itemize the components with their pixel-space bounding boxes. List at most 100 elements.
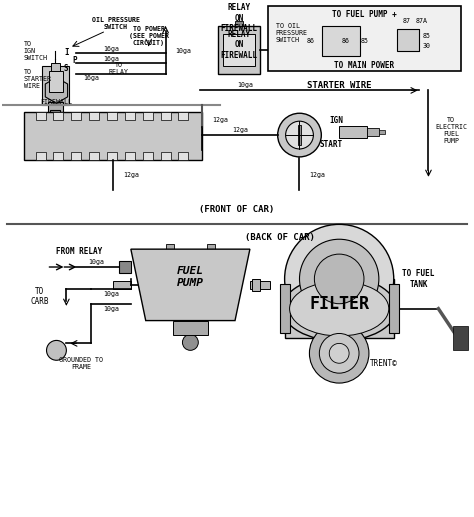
Circle shape (144, 132, 152, 140)
Bar (113, 281, 131, 289)
Text: FROM RELAY: FROM RELAY (56, 247, 103, 255)
Circle shape (126, 132, 134, 140)
Circle shape (162, 132, 170, 140)
Bar (268, 6, 461, 71)
Text: 10ga: 10ga (103, 291, 119, 297)
Text: 12ga: 12ga (123, 172, 139, 178)
Circle shape (310, 324, 369, 383)
Text: FILTER: FILTER (309, 295, 369, 313)
Text: (BACK OF CAR): (BACK OF CAR) (245, 233, 315, 242)
Bar (89, 112, 99, 120)
Bar (218, 26, 260, 73)
Ellipse shape (282, 277, 396, 341)
Text: 10ga: 10ga (103, 306, 119, 312)
Text: TO FUEL PUMP +: TO FUEL PUMP + (332, 9, 397, 19)
Bar (51, 110, 60, 120)
Text: TO FUEL
TANK: TO FUEL TANK (402, 269, 435, 288)
Text: OIL PRESSURE
SWITCH: OIL PRESSURE SWITCH (92, 18, 140, 31)
Circle shape (73, 132, 80, 140)
Text: (FRONT OF CAR): (FRONT OF CAR) (200, 205, 274, 214)
Text: P: P (72, 56, 77, 65)
Text: 30: 30 (422, 43, 430, 49)
Bar (89, 152, 99, 160)
Bar (397, 29, 419, 51)
Circle shape (319, 333, 359, 373)
Circle shape (278, 113, 321, 157)
Bar (165, 244, 173, 254)
Text: 12ga: 12ga (232, 127, 248, 133)
Bar (119, 261, 131, 273)
Bar (179, 112, 188, 120)
Circle shape (314, 254, 364, 303)
Circle shape (46, 340, 66, 360)
Text: TO POWER
(SEE POWER
CIRCUIT): TO POWER (SEE POWER CIRCUIT) (129, 26, 169, 46)
Bar (24, 112, 202, 160)
Bar (252, 279, 260, 291)
Text: TRENT©: TRENT© (370, 359, 398, 368)
Bar (42, 66, 69, 105)
Text: TO MAIN POWER: TO MAIN POWER (334, 61, 394, 70)
Bar (223, 34, 255, 66)
Bar (379, 130, 385, 134)
Polygon shape (131, 249, 250, 321)
Circle shape (182, 334, 198, 351)
Text: RELAY
ON
FIREWALL: RELAY ON FIREWALL (220, 30, 257, 59)
Bar (107, 112, 117, 120)
Bar (54, 112, 64, 120)
Text: TO
RELAY: TO RELAY (109, 62, 129, 75)
Circle shape (329, 343, 349, 363)
Text: IGN: IGN (329, 116, 343, 125)
Circle shape (286, 121, 313, 149)
Bar (298, 125, 301, 145)
Text: 16ga: 16ga (83, 74, 99, 81)
Bar (52, 63, 60, 71)
Polygon shape (46, 78, 68, 103)
Text: 86: 86 (341, 38, 349, 44)
Text: TO
STARTER
WIRE: TO STARTER WIRE (24, 69, 52, 88)
Text: 87A: 87A (416, 18, 428, 24)
Text: GROUNDED TO
FRAME: GROUNDED TO FRAME (59, 357, 103, 370)
Circle shape (36, 132, 45, 140)
Text: 86: 86 (306, 38, 314, 44)
Bar (143, 152, 153, 160)
Text: S: S (64, 64, 69, 73)
Bar (322, 26, 360, 56)
Circle shape (90, 132, 98, 140)
Text: TO
CARB: TO CARB (30, 287, 49, 307)
Text: FIREWALL: FIREWALL (40, 99, 73, 105)
Text: 12ga: 12ga (212, 117, 228, 123)
Bar (367, 128, 379, 136)
Text: 87: 87 (402, 18, 410, 24)
Text: 85: 85 (422, 33, 430, 39)
Bar (280, 284, 290, 333)
Bar (207, 244, 215, 254)
Text: 10ga: 10ga (88, 259, 104, 265)
Text: 10ga: 10ga (175, 48, 191, 54)
Bar (48, 71, 64, 93)
Bar (389, 284, 399, 333)
Bar (339, 126, 367, 138)
Circle shape (108, 132, 116, 140)
Circle shape (284, 224, 394, 333)
Bar (173, 321, 208, 336)
Text: RELAY
ON
FIREWALL: RELAY ON FIREWALL (220, 3, 257, 33)
Bar (284, 279, 394, 339)
Text: 16ga: 16ga (103, 46, 119, 52)
Text: TO OIL
PRESSURE
SWITCH: TO OIL PRESSURE SWITCH (276, 23, 308, 43)
Text: 10ga: 10ga (237, 83, 253, 88)
Text: 16ga: 16ga (103, 56, 119, 62)
Bar (125, 152, 135, 160)
Circle shape (55, 132, 63, 140)
Bar (107, 152, 117, 160)
Text: STARTER WIRE: STARTER WIRE (307, 81, 372, 90)
Text: 12ga: 12ga (310, 172, 326, 178)
Bar (143, 112, 153, 120)
Circle shape (180, 132, 187, 140)
Text: TO
ELECTRIC
FUEL
PUMP: TO ELECTRIC FUEL PUMP (435, 117, 467, 144)
Bar (235, 21, 243, 26)
Text: TO
IGN
SWITCH: TO IGN SWITCH (24, 41, 48, 61)
Ellipse shape (290, 281, 389, 336)
Text: FUEL
PUMP: FUEL PUMP (177, 266, 204, 288)
Bar (71, 152, 81, 160)
Text: 85: 85 (361, 38, 369, 44)
